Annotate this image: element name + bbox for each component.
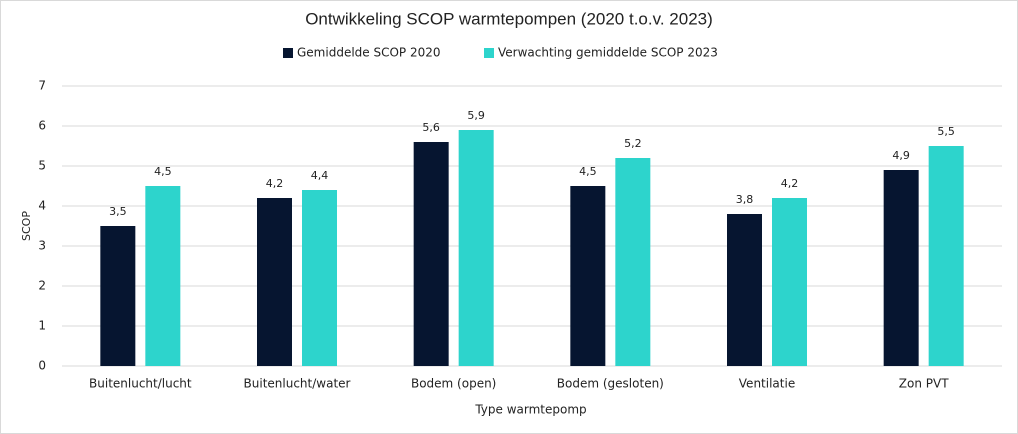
- y-tick-label: 5: [38, 159, 46, 173]
- y-tick-label: 4: [38, 199, 46, 213]
- value-label: 5,9: [467, 109, 485, 122]
- y-tick-label: 3: [38, 239, 46, 253]
- x-tick-label: Bodem (gesloten): [557, 377, 664, 391]
- bar: [727, 214, 762, 366]
- bar: [570, 186, 606, 366]
- value-label: 3,5: [109, 205, 127, 218]
- value-label: 4,2: [266, 177, 284, 190]
- legend-label: Gemiddelde SCOP 2020: [297, 46, 441, 60]
- bar: [928, 146, 964, 366]
- y-tick-label: 6: [38, 119, 46, 133]
- x-tick-label: Buitenlucht/lucht: [89, 377, 192, 391]
- bar: [145, 186, 181, 366]
- x-tick-label: Buitenlucht/water: [244, 377, 351, 391]
- value-label: 3,8: [736, 193, 754, 206]
- value-label: 5,6: [422, 121, 440, 134]
- bar: [302, 190, 337, 366]
- value-label: 5,2: [624, 137, 642, 150]
- bar: [883, 170, 919, 366]
- bar: [772, 198, 807, 366]
- value-label: 4,4: [311, 169, 329, 182]
- y-tick-label: 0: [38, 359, 46, 373]
- value-label: 4,5: [154, 165, 172, 178]
- bar: [615, 158, 651, 366]
- value-label: 4,9: [892, 149, 910, 162]
- y-tick-label: 2: [38, 279, 46, 293]
- bar: [257, 198, 292, 366]
- y-tick-label: 7: [38, 79, 46, 93]
- y-tick-label: 1: [38, 319, 46, 333]
- value-label: 4,5: [579, 165, 597, 178]
- x-axis-title: Type warmtepomp: [474, 403, 586, 417]
- bar: [100, 226, 136, 366]
- x-tick-label: Zon PVT: [899, 377, 949, 391]
- bar: [458, 130, 494, 366]
- value-label: 4,2: [781, 177, 799, 190]
- x-tick-label: Bodem (open): [411, 377, 496, 391]
- legend-label: Verwachting gemiddelde SCOP 2023: [498, 46, 718, 60]
- chart-title: Ontwikkeling SCOP warmtepompen (2020 t.o…: [305, 9, 713, 28]
- y-axis-title: SCOP: [20, 211, 33, 241]
- legend-swatch: [484, 48, 494, 58]
- legend-swatch: [283, 48, 293, 58]
- x-tick-label: Ventilatie: [739, 377, 795, 391]
- value-label: 5,5: [937, 125, 955, 138]
- bar: [413, 142, 449, 366]
